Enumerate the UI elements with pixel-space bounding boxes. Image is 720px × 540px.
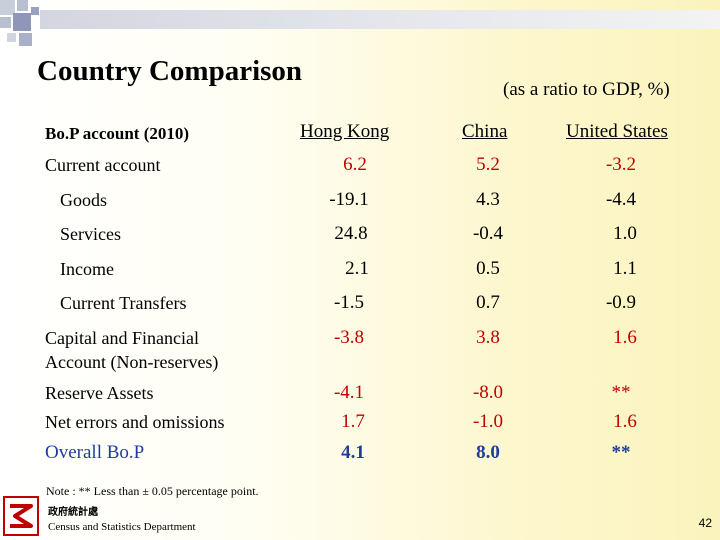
decor-square — [0, 17, 11, 28]
header-bar — [40, 10, 720, 29]
page-title: Country Comparison — [37, 55, 303, 87]
cell-hk-current-account: 6.2 — [343, 154, 367, 175]
decor-square — [31, 7, 39, 15]
row-label-income: Income — [60, 259, 114, 279]
cell-cn-current-account: 5.2 — [476, 154, 500, 175]
row-label-goods: Goods — [60, 190, 108, 210]
department-english-name: Census and Statistics Department — [48, 521, 196, 533]
column-header-china: China — [462, 121, 508, 142]
cell-cn-income: 0.5 — [476, 258, 500, 279]
cell-us-income: 1.1 — [613, 258, 637, 279]
decor-square — [13, 13, 31, 31]
row-label-net-errors: Net errors and omissions — [45, 412, 225, 432]
cell-hk-net-errors: 1.7 — [341, 411, 365, 432]
department-logo — [3, 496, 39, 536]
cell-hk-overall-bop: 4.1 — [341, 442, 365, 463]
cell-us-overall-bop: ** — [611, 442, 631, 463]
row-label-current-account: Current account — [45, 155, 161, 175]
row-label-reserve-assets: Reserve Assets — [45, 383, 154, 403]
cell-cn-reserve-assets: -8.0 — [472, 382, 504, 403]
cell-hk-income: 2.1 — [345, 258, 369, 279]
cell-us-goods: -4.4 — [605, 189, 637, 210]
ratio-note: (as a ratio to GDP, %) — [503, 79, 670, 100]
page-number: 42 — [698, 516, 712, 530]
row-label-overall-bop: Overall Bo.P — [45, 442, 145, 463]
cell-hk-current-transfers: -1.5 — [333, 292, 365, 313]
cell-hk-goods: -19.1 — [329, 189, 369, 210]
cell-us-net-errors: 1.6 — [613, 411, 637, 432]
cell-cn-overall-bop: 8.0 — [476, 442, 500, 463]
table-header-label: Bo.P account (2010) — [45, 124, 190, 143]
cell-hk-reserve-assets: -4.1 — [333, 382, 365, 403]
cell-us-services: 1.0 — [613, 223, 637, 244]
column-header-hong-kong: Hong Kong — [300, 121, 390, 142]
row-label-services: Services — [60, 224, 121, 244]
cell-us-capital-financial: 1.6 — [613, 327, 637, 348]
row-label-capital-financial-account: Capital and Financial Account (Non-reser… — [45, 328, 219, 372]
cell-hk-capital-financial: -3.8 — [333, 327, 365, 348]
department-chinese-name: 政府統計處 — [48, 507, 98, 518]
decor-square — [19, 33, 32, 46]
decor-square — [17, 0, 28, 11]
row-label-current-transfers: Current Transfers — [60, 293, 187, 313]
cell-us-reserve-assets: ** — [611, 382, 631, 403]
cell-cn-current-transfers: 0.7 — [476, 292, 500, 313]
cell-us-current-account: -3.2 — [605, 154, 637, 175]
cell-cn-goods: 4.3 — [476, 189, 500, 210]
cell-us-current-transfers: -0.9 — [605, 292, 637, 313]
cell-cn-capital-financial: 3.8 — [476, 327, 500, 348]
cell-cn-net-errors: -1.0 — [472, 411, 504, 432]
decor-square — [0, 0, 15, 15]
column-header-united-states: United States — [566, 121, 668, 142]
cell-cn-services: -0.4 — [472, 223, 504, 244]
decor-square — [7, 33, 16, 42]
cell-hk-services: 24.8 — [334, 223, 368, 244]
footnote: Note : ** Less than ± 0.05 percentage po… — [46, 484, 259, 498]
